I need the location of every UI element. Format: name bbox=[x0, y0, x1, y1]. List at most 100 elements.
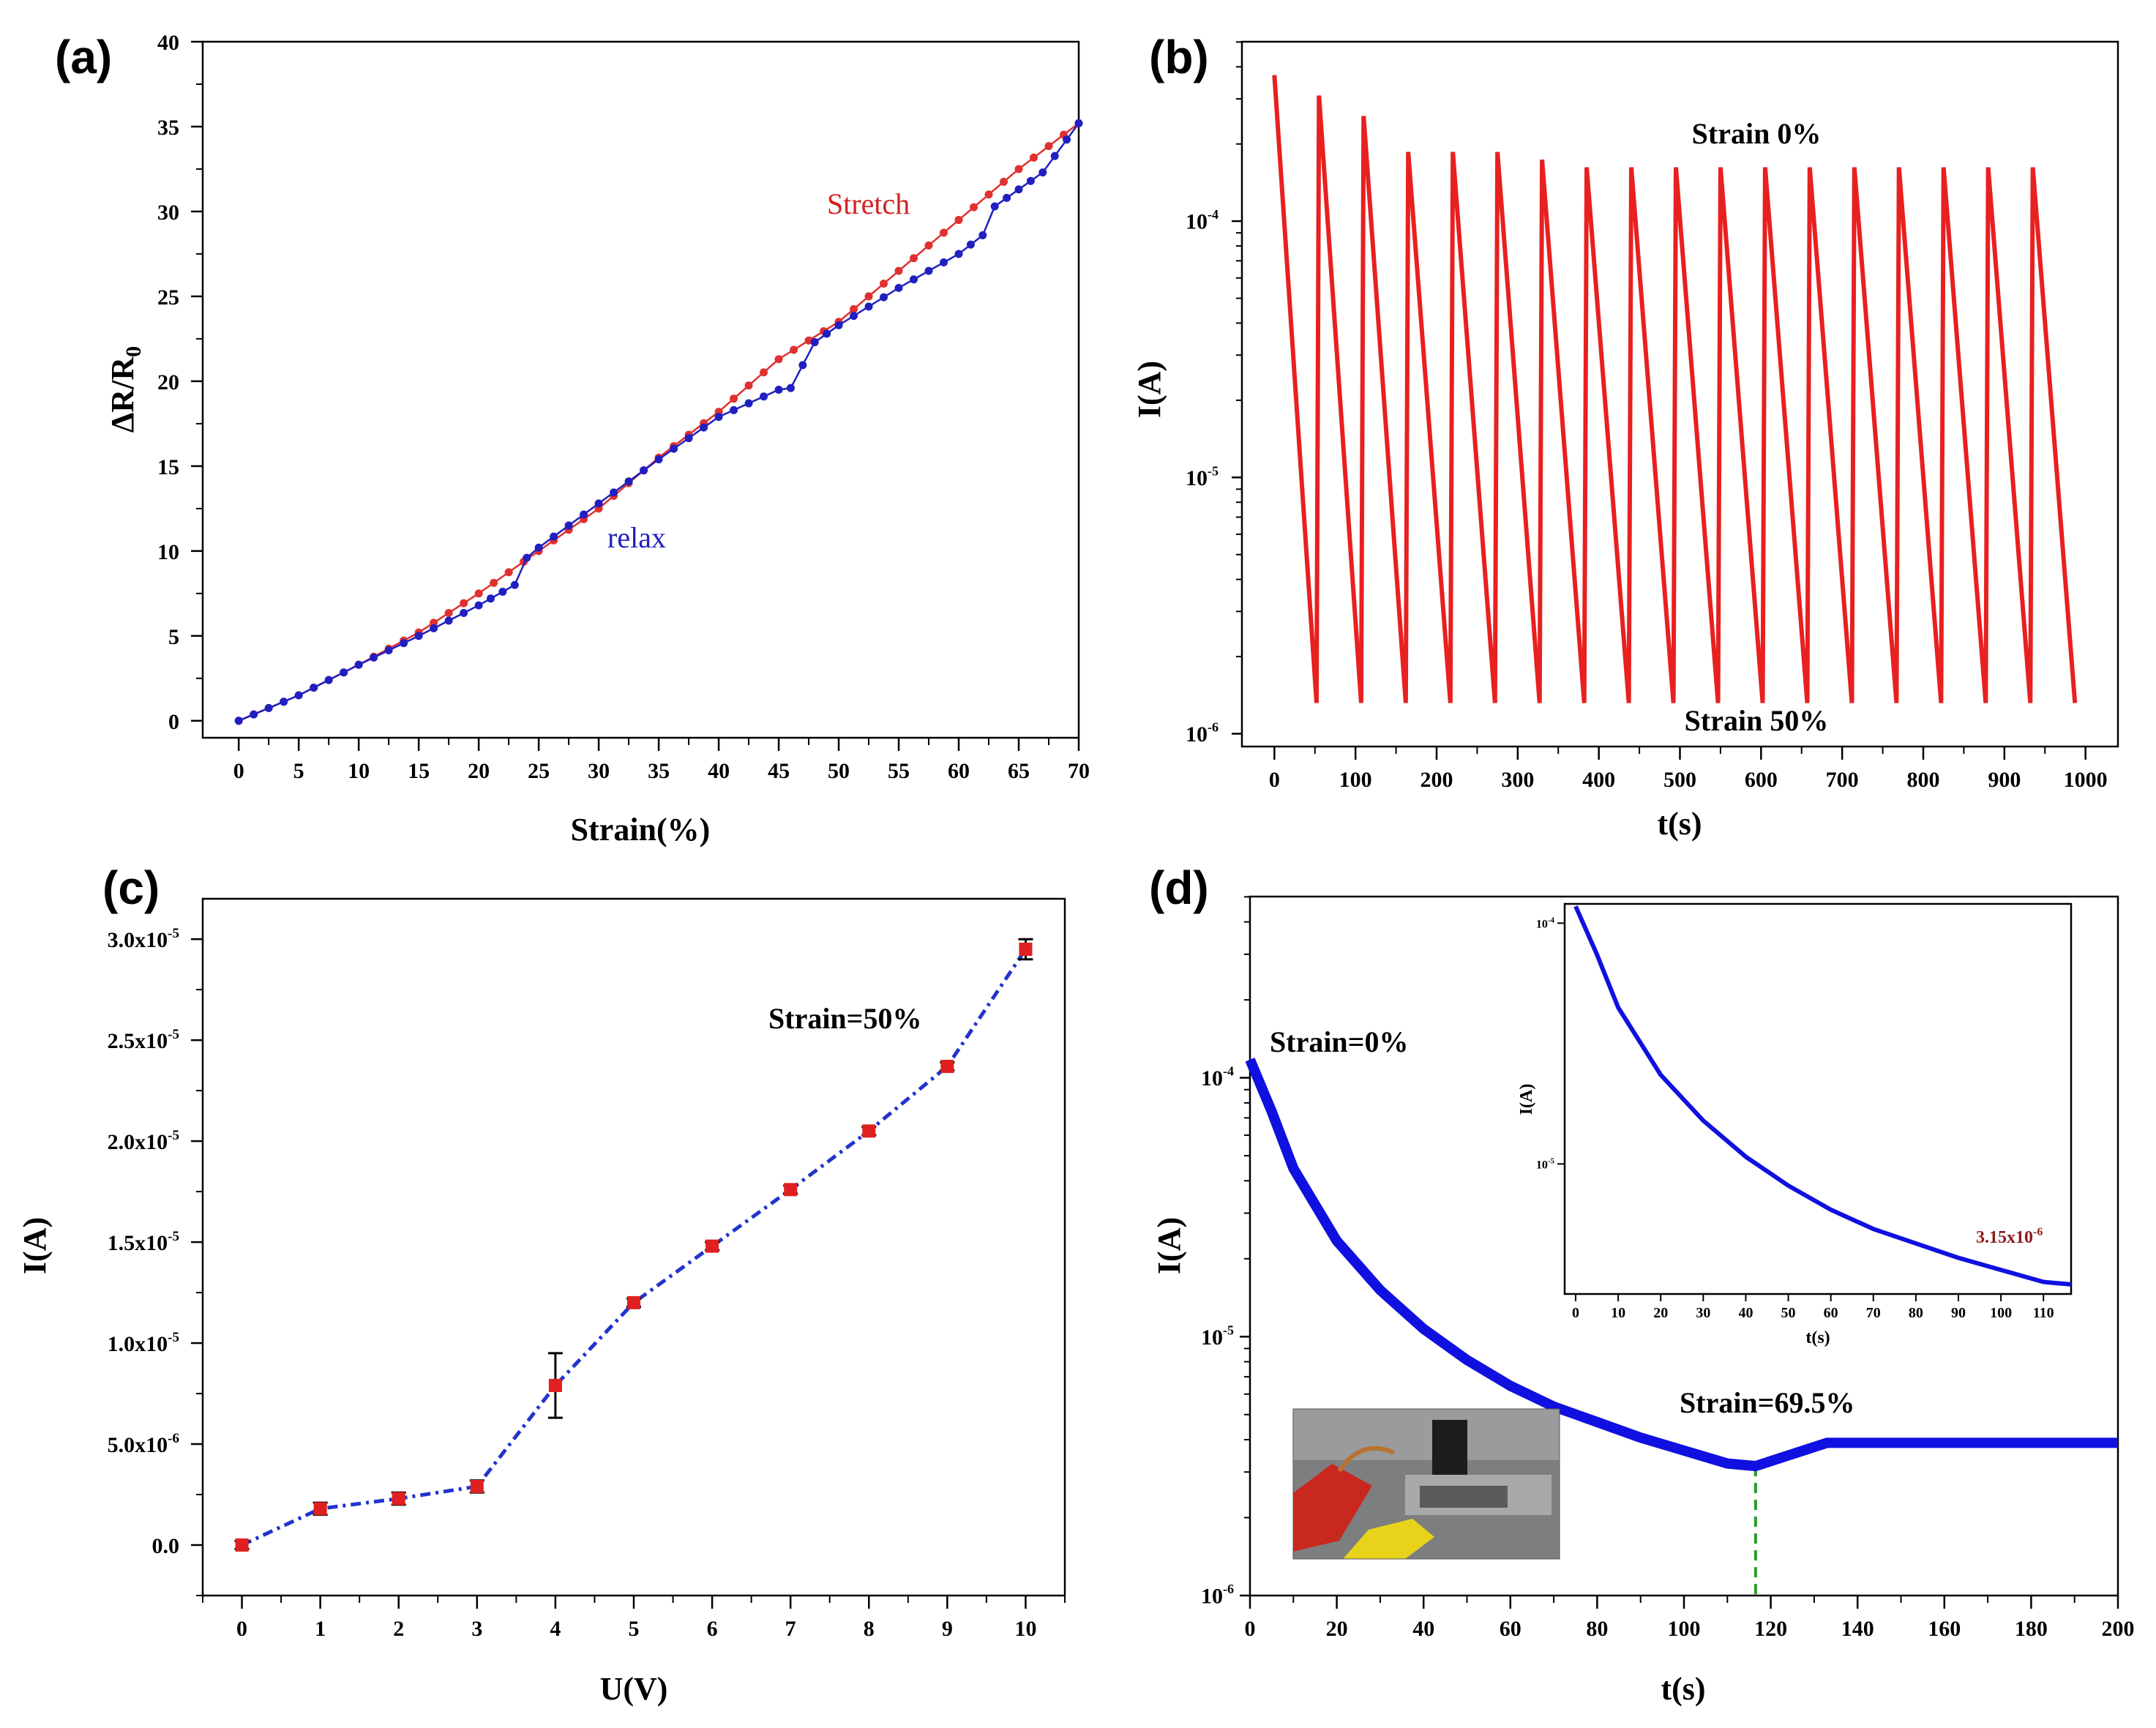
panel-c-data-point bbox=[784, 1183, 798, 1197]
inset-y-tick-exp: -4 bbox=[1548, 916, 1555, 924]
inset-x-tick-label: 80 bbox=[1909, 1305, 1923, 1321]
inset-series bbox=[1573, 905, 2072, 1287]
panel-c-x-tick-label: 9 bbox=[942, 1617, 953, 1641]
panel-a-y-axis-label-sub: 0 bbox=[121, 346, 146, 357]
panel-a-relax-point bbox=[498, 588, 507, 596]
panel-a-relax-point bbox=[400, 639, 408, 648]
inset-y-tick-base: 10 bbox=[1536, 1159, 1548, 1171]
panel-a-x-tick-label: 50 bbox=[828, 759, 850, 783]
panel-a-stretch-point bbox=[774, 355, 783, 364]
panel-c-y-tick-label: 0.0 bbox=[152, 1534, 180, 1558]
inset-x-tick-label: 110 bbox=[2033, 1305, 2054, 1321]
panel-a-relax-point bbox=[966, 240, 975, 249]
panel-a-y-axis-label-main: ΔR/R bbox=[105, 356, 141, 433]
panel-a-x-tick-label: 40 bbox=[708, 759, 730, 783]
panel-a-series bbox=[234, 119, 1083, 725]
panel-b-x-tick-label: 700 bbox=[1826, 768, 1859, 792]
panel-a-relax-point bbox=[798, 361, 807, 370]
panel-a-stretch-point bbox=[984, 190, 993, 199]
panel-d-x-tick-label: 140 bbox=[1841, 1617, 1874, 1641]
panel-a-relax-point bbox=[294, 691, 303, 700]
panel-a-relax-point bbox=[864, 302, 873, 311]
inset-frame bbox=[1563, 902, 2073, 1295]
panel-a-x-tick-label: 45 bbox=[768, 759, 790, 783]
inset-current-line bbox=[1573, 905, 2072, 1287]
inset-x-tick-label: 30 bbox=[1696, 1305, 1710, 1321]
panel-a-relax-point bbox=[1074, 119, 1083, 127]
panel-a-relax-point bbox=[1063, 135, 1071, 144]
panel-a-y-ticks: 0 5 10 15 20 25 30 35 40 bbox=[157, 31, 203, 734]
panel-a-x-axis-label: Strain(%) bbox=[571, 812, 711, 848]
panel-a-stretch-point bbox=[910, 254, 918, 263]
panel-a-x-tick-label: 0 bbox=[233, 759, 244, 783]
inset-x-ticks: 0 10 20 30 40 50 60 70 80 90 100 110 bbox=[1572, 1294, 2054, 1321]
inset-value-annotation-exp: -6 bbox=[2033, 1226, 2043, 1238]
panel-a-relax-point bbox=[730, 405, 738, 414]
panel-c-y-tick-base: 1.0x10 bbox=[108, 1332, 168, 1356]
panel-d-y-tick-exp: -6 bbox=[1223, 1582, 1234, 1596]
panel-d-y-tick-base: 10 bbox=[1201, 1325, 1223, 1350]
panel-b-x-tick-label: 200 bbox=[1421, 768, 1453, 792]
panel-a-stretch-point bbox=[1030, 153, 1038, 162]
panel-b-x-tick-label: 100 bbox=[1339, 768, 1372, 792]
panel-a-x-tick-label: 70 bbox=[1068, 759, 1090, 783]
panel-d-x-tick-label: 60 bbox=[1500, 1617, 1521, 1641]
panel-a-stretch-point bbox=[970, 203, 978, 212]
panel-d-x-axis-label: t(s) bbox=[1661, 1671, 1705, 1707]
panel-b-x-tick-label: 800 bbox=[1907, 768, 1940, 792]
panel-a-x-tick-label: 60 bbox=[948, 759, 970, 783]
panel-a-relax-point bbox=[990, 202, 999, 211]
photo-copper-lead bbox=[1337, 1445, 1396, 1473]
panel-a-y-tick-label: 25 bbox=[157, 285, 179, 310]
panel-a-label: (a) bbox=[55, 31, 112, 83]
panel-c-y-ticks: 0.05.0x10-61.0x10-51.5x10-52.0x10-52.5x1… bbox=[108, 926, 203, 1596]
panel-d-x-tick-label: 200 bbox=[2102, 1617, 2135, 1641]
panel-a-stretch-point bbox=[850, 304, 858, 313]
panel-a-stretch-point bbox=[760, 368, 768, 377]
panel-c-y-tick-exp: -6 bbox=[168, 1431, 179, 1446]
panel-a-relax-point bbox=[310, 684, 318, 692]
panel-c-x-tick-label: 6 bbox=[707, 1617, 718, 1641]
panel-b-x-axis-label: t(s) bbox=[1657, 806, 1702, 842]
panel-c-y-tick-base: 5.0x10 bbox=[108, 1433, 168, 1457]
panel-a-relax-point bbox=[1026, 176, 1035, 185]
panel-a-y-tick-label: 0 bbox=[168, 710, 179, 734]
panel-a-stretch-point bbox=[444, 609, 453, 618]
panel-a-relax-point bbox=[370, 653, 378, 662]
panel-a-stretch-point bbox=[730, 394, 738, 403]
panel-b-x-tick-label: 300 bbox=[1501, 768, 1534, 792]
panel-c-x-tick-label: 5 bbox=[629, 1617, 640, 1641]
panel-a-relax-point bbox=[580, 510, 588, 519]
panel-b-x-tick-label: 400 bbox=[1582, 768, 1615, 792]
panel-a-relax-point bbox=[1014, 185, 1023, 194]
panel-c-x-tick-label: 0 bbox=[236, 1617, 247, 1641]
panel-c-series-line bbox=[241, 948, 1028, 1547]
panel-a-relax-point bbox=[430, 624, 438, 632]
panel-a-relax-point bbox=[910, 275, 918, 284]
panel-a-relax-point bbox=[594, 499, 603, 508]
panel-d-y-tick-label: 10-6 bbox=[1201, 1582, 1234, 1609]
panel-a-relax-point bbox=[444, 616, 453, 625]
panel-c-frame bbox=[201, 897, 1066, 1597]
panel-b-x-tick-label: 600 bbox=[1745, 768, 1778, 792]
panel-c-x-tick-label: 10 bbox=[1014, 1617, 1036, 1641]
panel-c-strain-annotation: Strain=50% bbox=[768, 1002, 921, 1035]
panel-d-y-tick-base: 10 bbox=[1201, 1585, 1223, 1609]
inset-x-tick-label: 90 bbox=[1951, 1305, 1966, 1321]
photo-yellow-clip bbox=[1343, 1519, 1434, 1559]
panel-a-x-tick-label: 35 bbox=[648, 759, 670, 783]
panel-a-relax-point bbox=[640, 466, 648, 475]
panel-a-stretch-point bbox=[744, 381, 753, 390]
panel-c-y-tick-label: 3.0x10-5 bbox=[108, 926, 179, 952]
panel-b-current-line bbox=[1272, 75, 2078, 703]
panel-a-relax-point bbox=[510, 580, 519, 589]
panel-c-y-tick-exp: -5 bbox=[168, 1027, 179, 1042]
panel-c-x-tick-label: 3 bbox=[471, 1617, 482, 1641]
panel-c-x-tick-label: 2 bbox=[393, 1617, 404, 1641]
panel-a-stretch-point bbox=[924, 241, 933, 250]
panel-a-relax-point bbox=[654, 455, 663, 464]
panel-a-relax-point bbox=[978, 231, 987, 239]
panel-a-x-tick-label: 25 bbox=[528, 759, 550, 783]
panel-a-y-tick-label: 30 bbox=[157, 201, 179, 225]
panel-a-stretch-annotation: Stretch bbox=[827, 187, 910, 220]
